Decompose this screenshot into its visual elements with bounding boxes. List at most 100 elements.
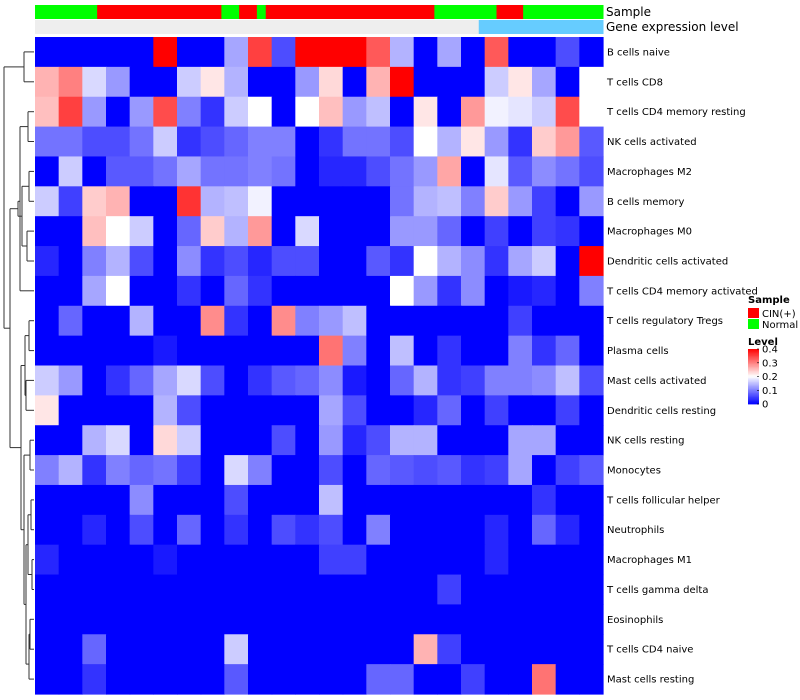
sample-annotation-cell <box>265 5 276 19</box>
expression-annotation-cell <box>106 20 116 34</box>
heatmap-cell <box>295 96 320 128</box>
heatmap-cell <box>248 156 273 187</box>
level-gradient-step <box>748 393 759 395</box>
heatmap-cell <box>224 186 249 217</box>
heatmap-cell <box>248 634 273 665</box>
heatmap-cell <box>35 96 60 128</box>
heatmap-cell <box>248 455 273 486</box>
heatmap-cell <box>248 514 273 546</box>
sample-annotation-cell <box>372 5 382 19</box>
sample-annotation-cell <box>123 5 134 19</box>
heatmap-cell <box>342 37 367 68</box>
heatmap-cell <box>153 275 178 307</box>
heatmap-cell <box>58 544 83 576</box>
heatmap-cell <box>153 246 178 277</box>
heatmap-cell <box>461 37 486 68</box>
heatmap-cell <box>35 335 60 367</box>
heatmap-cell <box>200 634 225 665</box>
annotation-track-label: Sample <box>606 5 651 19</box>
sample-annotation-cell <box>407 5 418 19</box>
heatmap-cell <box>319 96 344 128</box>
heatmap-cell <box>200 37 225 68</box>
heatmap-cell <box>390 246 415 277</box>
heatmap-cell <box>248 604 273 635</box>
row-label: Eosinophils <box>607 615 663 626</box>
heatmap-cell <box>224 275 249 307</box>
sample-annotation-cell <box>141 5 151 19</box>
expression-annotation-cell <box>97 20 107 34</box>
level-gradient-step <box>748 386 759 388</box>
heatmap-cell <box>555 66 580 98</box>
heatmap-cell <box>271 425 296 456</box>
level-gradient-step <box>748 353 759 355</box>
level-gradient-step <box>748 357 759 360</box>
heatmap-cell <box>248 275 273 307</box>
expression-annotation-cell <box>61 20 72 34</box>
heatmap-cell <box>248 305 273 337</box>
heatmap-cell <box>248 216 273 247</box>
expression-annotation-cell <box>132 20 143 34</box>
heatmap-cell <box>413 455 438 486</box>
heatmap-cell <box>484 395 509 426</box>
heatmap-cell <box>295 574 320 606</box>
heatmap-cell <box>129 335 154 367</box>
expression-annotation-cell <box>239 20 249 34</box>
heatmap-cell <box>390 37 415 68</box>
heatmap-cell <box>153 484 178 516</box>
heatmap-cell <box>58 574 83 606</box>
heatmap-cell <box>106 455 131 486</box>
heatmap-cell <box>200 664 225 695</box>
heatmap-cell <box>319 455 344 486</box>
heatmap-cell <box>177 305 202 337</box>
heatmap-cell <box>58 604 83 635</box>
level-gradient-step <box>748 391 759 394</box>
heatmap-cell <box>437 216 462 247</box>
heatmap-cell <box>366 455 391 486</box>
heatmap-cell <box>555 395 580 426</box>
heatmap-cell <box>224 96 249 128</box>
heatmap-cell <box>579 395 604 426</box>
heatmap-cell <box>390 186 415 217</box>
heatmap-cell <box>58 126 83 158</box>
heatmap-cell <box>366 604 391 635</box>
heatmap-cell <box>248 66 273 98</box>
sample-annotation-cell <box>239 5 249 19</box>
heatmap-cell <box>200 574 225 606</box>
heatmap-cell <box>484 604 509 635</box>
heatmap-cell <box>366 66 391 98</box>
heatmap-cell <box>35 544 60 576</box>
row-label: T cells CD4 naive <box>606 645 693 656</box>
heatmap-cell <box>413 365 438 396</box>
sample-annotation-cell <box>43 5 54 19</box>
heatmap-cell <box>224 246 249 277</box>
heatmap-cell <box>437 664 462 695</box>
expression-annotation-cell <box>141 20 151 34</box>
expression-annotation-cell <box>256 20 267 34</box>
heatmap-cell <box>35 634 60 665</box>
heatmap-cell <box>579 634 604 665</box>
expression-annotation-cell <box>398 20 409 34</box>
heatmap-cell <box>461 66 486 98</box>
sample-annotation-cell <box>381 5 391 19</box>
heatmap-cell <box>579 96 604 128</box>
heatmap-cell <box>200 544 225 576</box>
heatmap-cell <box>200 66 225 98</box>
heatmap-cell <box>295 425 320 456</box>
heatmap-cell <box>177 634 202 665</box>
heatmap-cell <box>106 574 131 606</box>
heatmap-cell <box>461 335 486 367</box>
heatmap-cell <box>508 574 533 606</box>
heatmap-cell <box>200 186 225 217</box>
heatmap-cell <box>390 514 415 546</box>
heatmap-cell <box>153 514 178 546</box>
heatmap-cell <box>484 246 509 277</box>
heatmap-cell <box>437 544 462 576</box>
level-gradient-step <box>748 360 759 362</box>
level-gradient-step <box>748 397 759 399</box>
level-gradient-step <box>748 354 759 357</box>
heatmap-cell <box>342 425 367 456</box>
level-legend-tick-label: 0 <box>762 400 768 411</box>
row-label: NK cells resting <box>607 436 684 447</box>
heatmap-cell <box>224 395 249 426</box>
sample-annotation-cell <box>532 5 542 19</box>
